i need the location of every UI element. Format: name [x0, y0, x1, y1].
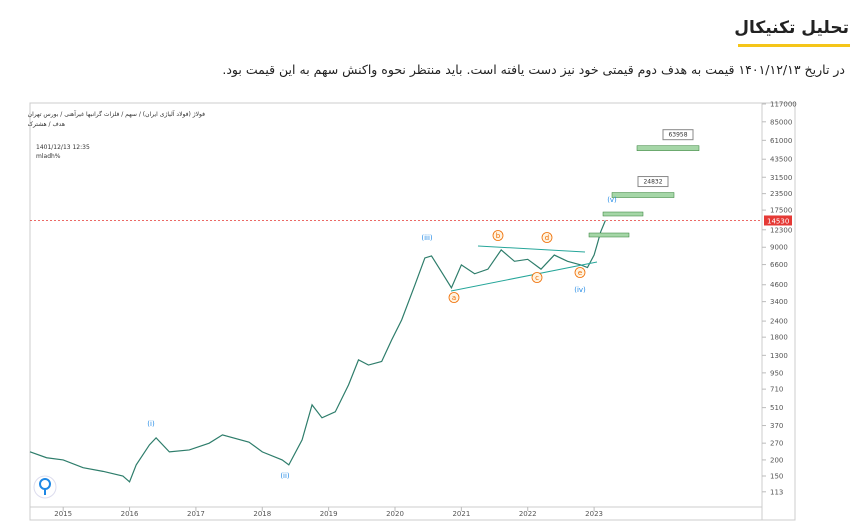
y-tick-label: 4600 — [770, 281, 788, 289]
wave-label: a — [452, 294, 456, 302]
y-tick-label: 12300 — [770, 226, 792, 234]
paragraph: در تاریخ ۱۴۰۱/۱۲/۱۳ قیمت به هدف دوم قیمت… — [222, 62, 845, 77]
y-tick-label: 1800 — [770, 334, 788, 342]
x-tick-label: 2022 — [519, 510, 537, 518]
target-label: 24832 — [643, 179, 662, 186]
wave-marker — [574, 267, 586, 278]
y-tick-label: 150 — [770, 472, 783, 480]
y-tick-label: 950 — [770, 369, 783, 377]
y-tick-label: 85000 — [770, 118, 792, 126]
y-tick-label: 1300 — [770, 352, 788, 360]
x-tick-label: 2023 — [585, 510, 603, 518]
target-zone — [636, 145, 700, 151]
y-tick-label: 43500 — [770, 156, 792, 164]
wave-label: b — [496, 232, 501, 240]
date-label: 1401/12/13 12:35 — [36, 144, 90, 151]
section-title: تحلیل تکنیکال — [734, 18, 849, 38]
wave-label: (iii) — [421, 234, 433, 242]
x-tick-label: 2019 — [320, 510, 338, 518]
wave-marker — [541, 232, 553, 243]
y-tick-label: 510 — [770, 404, 783, 412]
y-tick-label: 200 — [770, 456, 783, 464]
wave-marker — [448, 292, 460, 303]
trendline — [477, 245, 586, 253]
y-tick-label: 61000 — [770, 137, 792, 145]
x-tick-label: 2015 — [54, 510, 72, 518]
y-tick-label: 6600 — [770, 261, 788, 269]
x-tick-label: 2018 — [253, 510, 271, 518]
chart-frame — [29, 102, 796, 521]
trendline — [450, 261, 598, 292]
wave-label: d — [545, 234, 549, 242]
y-tick-label: 9000 — [770, 244, 788, 252]
price-tag — [764, 215, 792, 226]
wave-marker — [531, 272, 543, 283]
y-tick-label: 23500 — [770, 190, 792, 198]
y-tick-label: 117000 — [770, 100, 797, 108]
x-tick-label: 2020 — [386, 510, 404, 518]
wave-marker — [492, 230, 504, 241]
price-line-series — [29, 220, 606, 483]
x-tick-label: 2017 — [187, 510, 205, 518]
target-box — [637, 176, 669, 188]
x-tick-label: 2016 — [121, 510, 139, 518]
y-tick-label: 3400 — [770, 298, 788, 306]
y-tick-label: 370 — [770, 422, 783, 430]
wave-label: (iv) — [574, 286, 586, 294]
target-zone — [611, 192, 675, 198]
author-label: mladh% — [36, 153, 61, 160]
target-zone — [588, 232, 630, 238]
y-tick-label: 2400 — [770, 318, 788, 326]
target-zone — [602, 211, 644, 217]
title-underline — [738, 44, 850, 47]
y-tick-label: 31500 — [770, 174, 792, 182]
y-tick-label: 270 — [770, 440, 783, 448]
y-tick-label: 17500 — [770, 207, 792, 215]
wave-label: (v) — [607, 196, 617, 204]
x-tick-label: 2021 — [452, 510, 470, 518]
wave-label: (i) — [147, 420, 155, 428]
y-tick-label: 113 — [770, 488, 783, 496]
chart-title: فولاژ (فولاد آلیاژی ایران) / سهم / فلزات… — [28, 109, 205, 118]
wave-label: c — [535, 274, 539, 282]
target-label: 63958 — [668, 132, 687, 139]
price-label: 14530 — [767, 217, 789, 225]
logo — [33, 475, 57, 499]
wave-label: e — [578, 269, 582, 277]
chart-subtitle: هدف / هشترک — [28, 120, 65, 128]
target-box — [662, 129, 694, 141]
wave-label: (ii) — [280, 472, 290, 480]
y-tick-label: 710 — [770, 386, 783, 394]
